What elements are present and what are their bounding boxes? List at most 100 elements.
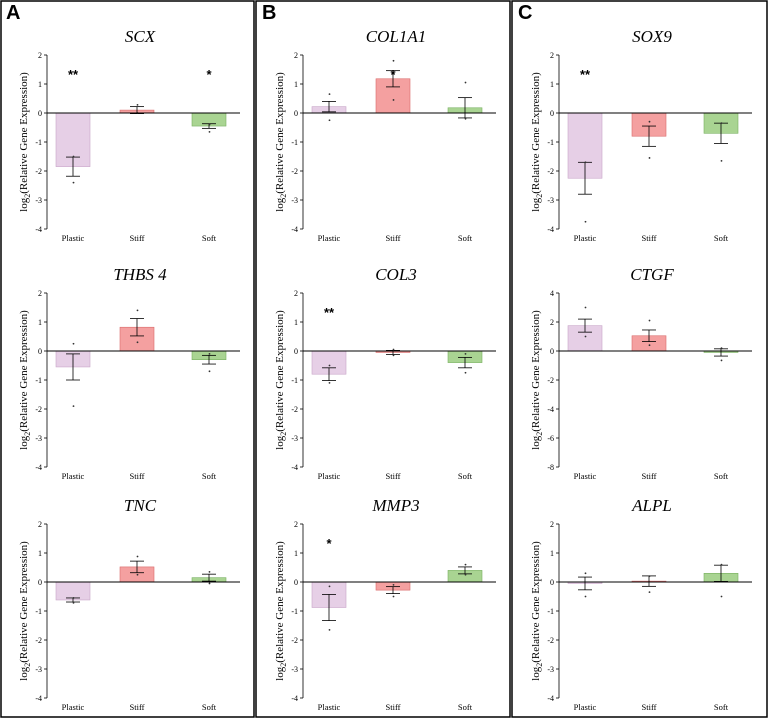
data-point <box>464 353 467 355</box>
y-axis-label-rest: (Relative Gene Expression) <box>274 72 286 194</box>
y-tick-label: -3 <box>547 196 554 205</box>
panel-letter: C <box>518 2 532 24</box>
y-tick-label: -8 <box>547 463 554 472</box>
y-axis-label-subscript: 2 <box>279 663 288 667</box>
significance-marker: ** <box>324 305 335 320</box>
y-tick-label: -4 <box>35 694 42 703</box>
y-tick-label: -4 <box>291 694 298 703</box>
y-tick-label: -1 <box>291 607 298 616</box>
y-tick-label: 1 <box>38 80 42 89</box>
y-axis-label-subscript: 2 <box>535 194 544 198</box>
y-tick-label: -6 <box>547 434 554 443</box>
y-axis-label-rest: (Relative Gene Expression) <box>530 72 542 194</box>
y-axis-label: log2(Relative Gene Expression) <box>18 541 32 681</box>
y-axis-label-base: log <box>274 435 286 450</box>
x-tick-label: Plastic <box>318 702 341 712</box>
panel-a: A <box>0 0 255 718</box>
y-tick-label: -4 <box>547 225 554 234</box>
x-tick-label: Stiff <box>386 702 401 712</box>
chart-title: TNC <box>124 496 157 515</box>
x-tick-label: Stiff <box>130 471 145 481</box>
data-point <box>72 155 75 158</box>
data-point <box>720 347 723 349</box>
y-axis-label-base: log <box>18 666 30 681</box>
y-tick-label: -1 <box>35 376 42 385</box>
y-tick-label: 2 <box>294 51 298 60</box>
y-tick-label: -2 <box>547 636 554 645</box>
x-tick-label: Soft <box>714 702 729 712</box>
data-point <box>392 584 395 586</box>
data-point <box>208 123 211 126</box>
data-point <box>392 59 395 62</box>
y-tick-label: 1 <box>550 549 554 558</box>
data-point <box>584 335 587 338</box>
y-tick-label: 2 <box>550 520 554 529</box>
data-point <box>648 157 651 159</box>
x-tick-label: Plastic <box>574 702 597 712</box>
y-tick-label: 2 <box>38 289 42 298</box>
data-point <box>720 359 723 362</box>
data-point <box>208 582 211 585</box>
data-point <box>584 161 587 164</box>
x-tick-label: Plastic <box>574 471 597 481</box>
y-tick-label: 1 <box>294 549 298 558</box>
y-tick-label: -4 <box>547 694 554 703</box>
y-axis-label-base: log <box>530 666 542 681</box>
y-tick-label: 0 <box>294 578 298 587</box>
y-tick-label: -3 <box>291 434 298 443</box>
panel-b: B <box>255 0 511 718</box>
y-tick-label: -1 <box>291 138 298 147</box>
significance-marker: ** <box>68 67 79 82</box>
data-point <box>584 306 587 309</box>
data-point <box>648 120 651 123</box>
y-tick-label: -3 <box>35 434 42 443</box>
data-point <box>584 572 587 575</box>
significance-marker: * <box>390 67 396 82</box>
y-tick-label: 0 <box>38 109 42 118</box>
y-axis-label: log2(Relative Gene Expression) <box>274 310 288 450</box>
chart-title: SCX <box>125 27 156 46</box>
y-axis-label-subscript: 2 <box>535 663 544 667</box>
y-tick-label: -3 <box>35 665 42 674</box>
y-tick-label: 0 <box>294 347 298 356</box>
chart-title: CTGF <box>630 265 674 284</box>
data-point <box>328 585 331 588</box>
y-tick-label: 1 <box>294 318 298 327</box>
data-point <box>328 364 331 367</box>
data-point <box>136 573 139 576</box>
x-tick-label: Soft <box>714 233 729 243</box>
data-point <box>584 595 587 598</box>
data-point <box>464 81 467 84</box>
data-point <box>328 93 331 96</box>
data-point <box>136 309 139 312</box>
data-point <box>136 341 139 344</box>
y-axis-label-subscript: 2 <box>23 663 32 667</box>
y-tick-label: 0 <box>38 347 42 356</box>
y-axis-label: log2(Relative Gene Expression) <box>274 541 288 681</box>
significance-marker: * <box>326 536 332 551</box>
y-tick-label: -2 <box>547 167 554 176</box>
y-axis-label-rest: (Relative Gene Expression) <box>274 310 286 432</box>
x-tick-label: Soft <box>458 233 473 243</box>
x-tick-label: Soft <box>458 471 473 481</box>
data-point <box>464 117 467 120</box>
chart-title: MMP3 <box>371 496 419 515</box>
x-tick-label: Stiff <box>386 471 401 481</box>
panel-letter: B <box>262 2 276 24</box>
x-tick-label: Plastic <box>62 233 85 243</box>
y-tick-label: 2 <box>550 51 554 60</box>
y-tick-label: -4 <box>291 463 298 472</box>
y-tick-label: 0 <box>550 109 554 118</box>
data-point <box>72 181 75 184</box>
x-tick-label: Plastic <box>574 233 597 243</box>
data-point <box>328 628 331 631</box>
y-tick-label: 1 <box>294 80 298 89</box>
data-point <box>328 382 331 384</box>
